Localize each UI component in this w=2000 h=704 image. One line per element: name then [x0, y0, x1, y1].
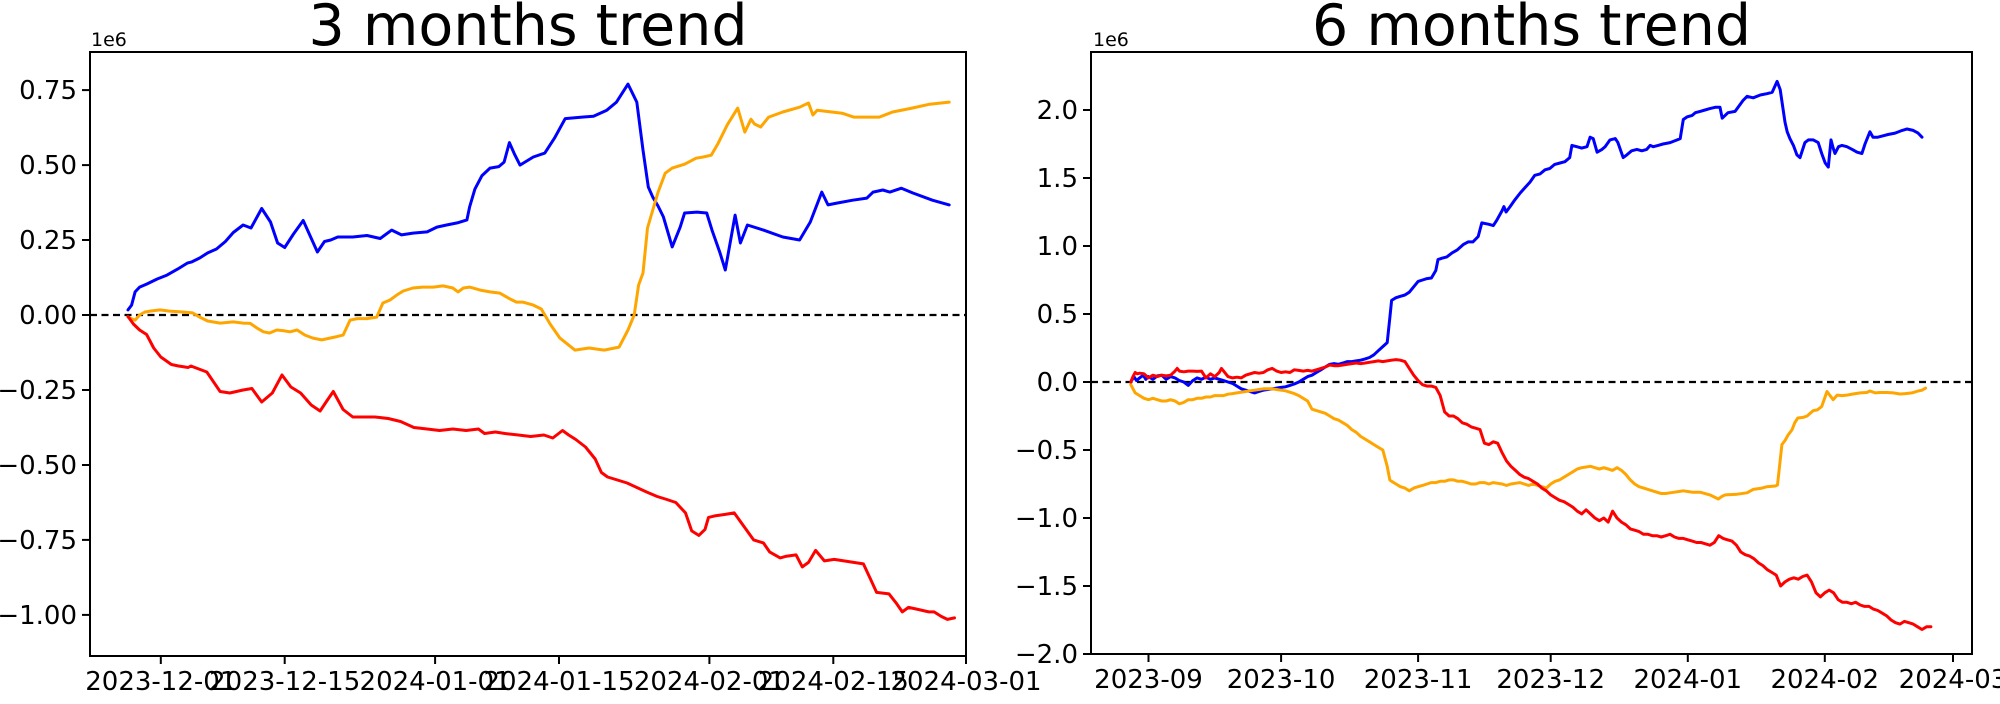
- y-tick-label: −0.25: [0, 376, 77, 406]
- x-tick-label: 2023-10: [1227, 665, 1336, 695]
- chart-1: 2023-09 2023-10 2023-11 2023-12 2024-01 2024-…: [1015, 51, 2000, 695]
- y-tick-label: −1.5: [1015, 572, 1078, 602]
- axes-spines: [1090, 51, 1973, 655]
- series-line-red: [126, 315, 956, 621]
- series-line-orange: [126, 100, 951, 352]
- y-tick-label: 0.5: [1037, 300, 1078, 330]
- x-tick-label: 2023-09: [1094, 665, 1203, 695]
- series-line-red: [1129, 358, 1933, 631]
- series-line-blue: [1129, 79, 1924, 395]
- x-tick-label: 2024-01: [1633, 665, 1742, 695]
- y-tick-label: 0.25: [19, 226, 77, 256]
- axes-spines: [89, 51, 967, 657]
- x-tick-label: 2023-12-01: [85, 667, 236, 697]
- y-tick-label: −0.75: [0, 526, 77, 556]
- x-tick-label: 2023-12-15: [209, 667, 360, 697]
- x-tick-label: 2023-12: [1496, 665, 1605, 695]
- y-tick-label: 0.75: [19, 76, 77, 106]
- y-tick-label: −1.0: [1015, 504, 1078, 534]
- x-tick-label: 2024-02: [1770, 665, 1879, 695]
- y-tick-label: 0.00: [19, 301, 77, 331]
- x-tick-label: 2024-03-01: [890, 667, 1041, 697]
- x-tick-label: 2023-11: [1364, 665, 1473, 695]
- y-axis-offset-label-right: 1e6: [1093, 29, 1129, 51]
- y-tick-label: −0.5: [1015, 436, 1078, 466]
- y-tick-label: 2.0: [1037, 96, 1078, 126]
- x-tick-label: 2024-02-01: [634, 667, 785, 697]
- y-tick-label: −0.50: [0, 451, 77, 481]
- chart-title-3-months-trend: 3 months trend: [308, 0, 748, 59]
- x-tick-label: 2024-03: [1899, 665, 2000, 695]
- y-tick-label: 0.0: [1037, 368, 1078, 398]
- y-tick-label: −2.0: [1015, 640, 1078, 670]
- y-tick-label: −1.00: [0, 601, 77, 631]
- chart-title-6-months-trend: 6 months trend: [1311, 0, 1752, 59]
- series-line-blue: [126, 82, 951, 312]
- x-tick-label: 2024-02-15: [758, 667, 909, 697]
- x-tick-label: 2024-01-01: [360, 667, 511, 697]
- y-tick-label: 0.50: [19, 151, 77, 181]
- y-tick-label: 1.0: [1037, 232, 1078, 262]
- y-axis-offset-label-left: 1e6: [91, 29, 127, 51]
- x-tick-label: 2024-01-15: [483, 667, 634, 697]
- y-tick-label: 1.5: [1037, 164, 1078, 194]
- series-line-orange: [1129, 383, 1928, 501]
